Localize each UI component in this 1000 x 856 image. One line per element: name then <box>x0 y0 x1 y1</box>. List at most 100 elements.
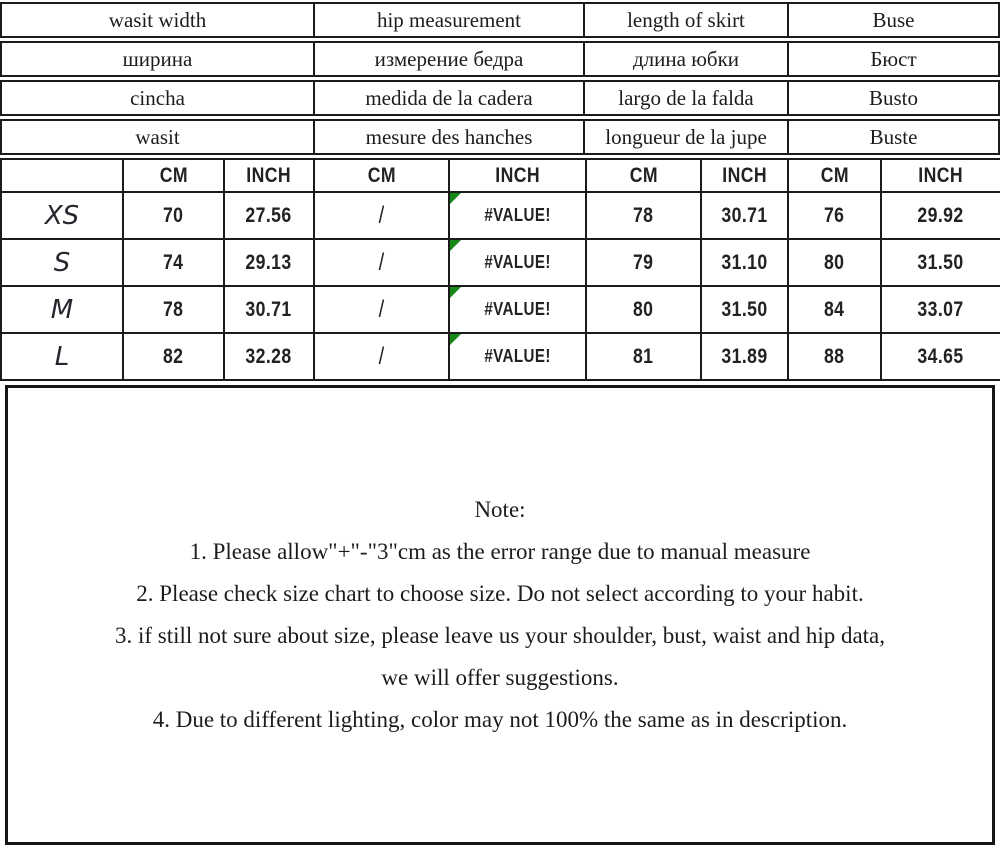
error-triangle-icon <box>450 240 461 251</box>
language-cell: cincha <box>130 85 185 110</box>
unit-header-cell: CM <box>787 158 882 193</box>
cell-value: 31.50 <box>721 297 768 321</box>
value-cell: 80 <box>585 285 702 334</box>
size-label-cell: S <box>0 238 124 287</box>
value-cell: / <box>313 332 450 381</box>
value-cell: 30.71 <box>223 285 315 334</box>
cell-value: 31.89 <box>721 344 768 368</box>
value-cell: #VALUE! <box>448 332 587 381</box>
value-cell: / <box>313 285 450 334</box>
language-cell: ширина <box>122 46 193 71</box>
value-cell: 76 <box>787 191 882 240</box>
value-cell: 81 <box>585 332 702 381</box>
cell-value: 80 <box>824 250 845 274</box>
unit-header-cell: CM <box>313 158 450 193</box>
error-triangle-icon <box>450 193 461 204</box>
size-label: M <box>50 294 74 325</box>
value-cell: 29.92 <box>880 191 1000 240</box>
cell-value: 76 <box>824 203 845 227</box>
value-cell: 78 <box>585 191 702 240</box>
cell-value: 29.13 <box>245 250 293 274</box>
cell-value: 32.28 <box>245 344 293 368</box>
cell-value: 30.71 <box>245 297 293 321</box>
cell-value: 78 <box>633 203 654 227</box>
value-cell: 84 <box>787 285 882 334</box>
cell-value: 31.10 <box>721 250 768 274</box>
size-label: L <box>54 341 70 372</box>
value-cell: 29.13 <box>223 238 315 287</box>
cell-value: 31.50 <box>917 250 965 274</box>
unit-label: CM <box>367 163 396 187</box>
unit-header-cell: CM <box>585 158 702 193</box>
cell-value: 74 <box>163 250 184 274</box>
cell-value: #VALUE! <box>484 205 551 225</box>
cell-value: #VALUE! <box>484 346 551 366</box>
value-cell: 78 <box>122 285 225 334</box>
language-cell: Бюст <box>787 43 998 75</box>
language-cell: longueur de la jupe <box>583 121 787 153</box>
cell-value: 30.71 <box>721 203 768 227</box>
unit-header-cell: INCH <box>700 158 789 193</box>
language-cell: largo de la falda <box>583 82 787 114</box>
value-cell: 80 <box>787 238 882 287</box>
note-line-2: 2. Please check size chart to choose siz… <box>136 581 864 606</box>
error-triangle-icon <box>450 334 461 345</box>
note-line-4: we will offer suggestions. <box>381 665 619 690</box>
cell-value: 29.92 <box>917 203 965 227</box>
language-cell: wasit width <box>108 7 207 32</box>
unit-header-cell: CM <box>122 158 225 193</box>
size-row-xs: XS 70 27.56 / #VALUE! 78 30.71 76 29.92 <box>0 191 1000 240</box>
value-cell: 30.71 <box>700 191 789 240</box>
cell-value: 70 <box>163 203 184 227</box>
value-cell: / <box>313 191 450 240</box>
unit-header-cell: INCH <box>448 158 587 193</box>
note-lines: 1. Please allow"+"-"3"cm as the error ra… <box>8 531 992 741</box>
size-table: CM INCH CM INCH CM INCH CM INCH XS 70 27.56 / #VALUE… <box>0 158 1000 381</box>
language-cell: wasit <box>135 124 180 149</box>
cell-value: / <box>378 295 385 323</box>
language-cell: medida de la cadera <box>313 82 583 114</box>
language-cell: Buste <box>787 121 998 153</box>
error-triangle-icon <box>450 287 461 298</box>
value-cell: 27.56 <box>223 191 315 240</box>
language-cell: hip measurement <box>313 4 583 36</box>
cell-value: 88 <box>824 344 845 368</box>
value-cell: #VALUE! <box>448 285 587 334</box>
size-label: XS <box>44 200 80 231</box>
cell-value: / <box>378 248 385 276</box>
cell-value: 80 <box>633 297 654 321</box>
note-line-1: 1. Please allow"+"-"3"cm as the error ra… <box>189 539 811 564</box>
language-row-2: ширина измерение бедра длина юбки Бюст <box>0 41 1000 77</box>
cell-value: 27.56 <box>245 203 293 227</box>
value-cell: 32.28 <box>223 332 315 381</box>
value-cell: #VALUE! <box>448 238 587 287</box>
unit-header-cell: INCH <box>223 158 315 193</box>
note-title: Note: <box>474 497 526 522</box>
cell-value: 33.07 <box>917 297 965 321</box>
note-box: Note: 1. Please allow"+"-"3"cm as the er… <box>5 385 995 845</box>
value-cell: 34.65 <box>880 332 1000 381</box>
size-row-l: L 82 32.28 / #VALUE! 81 31.89 88 34.65 <box>0 332 1000 381</box>
language-cell: Buse <box>787 4 998 36</box>
language-cell: Busto <box>787 82 998 114</box>
cell-value: #VALUE! <box>484 299 551 319</box>
size-label: S <box>53 247 71 278</box>
cell-value: / <box>378 201 385 229</box>
value-cell: / <box>313 238 450 287</box>
unit-label: INCH <box>495 163 540 187</box>
size-row-m: M 78 30.71 / #VALUE! 80 31.50 84 33.07 <box>0 285 1000 334</box>
size-label-cell: L <box>0 332 124 381</box>
unit-header-row: CM INCH CM INCH CM INCH CM INCH <box>0 158 1000 193</box>
language-cell: length of skirt <box>583 4 787 36</box>
language-header-section: wasit width hip measurement length of skir… <box>0 2 1000 155</box>
value-cell: #VALUE! <box>448 191 587 240</box>
size-label-cell: XS <box>0 191 124 240</box>
cell-value: #VALUE! <box>484 252 551 272</box>
unit-label: CM <box>820 163 849 187</box>
cell-value: / <box>378 342 385 370</box>
cell-value: 82 <box>163 344 184 368</box>
cell-value: 81 <box>633 344 654 368</box>
language-row-4: wasit mesure des hanches longueur de la ju… <box>0 119 1000 155</box>
value-cell: 31.89 <box>700 332 789 381</box>
